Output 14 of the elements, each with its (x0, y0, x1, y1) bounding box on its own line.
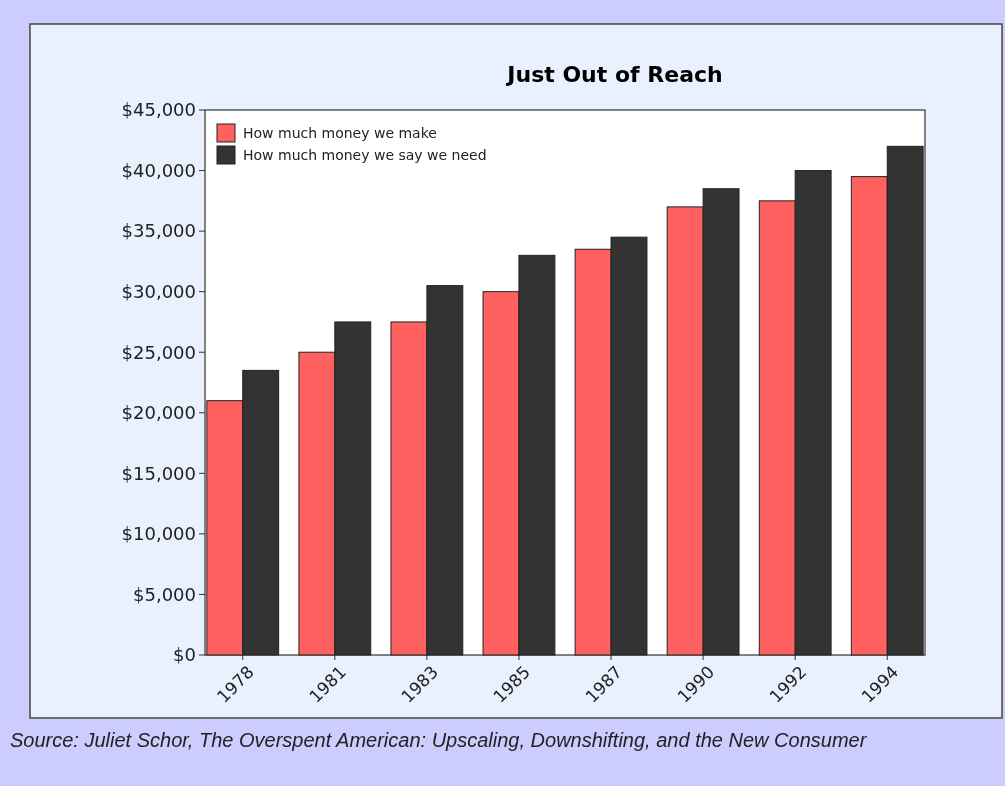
chart-title: Just Out of Reach (505, 62, 723, 87)
y-tick-label: $30,000 (121, 280, 196, 302)
source-note: Source: Juliet Schor, The Overspent American: Upscaling, Downshifting, and the New Consumer (10, 728, 868, 753)
y-tick-label: $35,000 (121, 220, 196, 242)
y-tick-label: $40,000 (121, 159, 196, 181)
y-tick-label: $10,000 (121, 523, 196, 545)
y-tick-label: $45,000 (121, 99, 196, 121)
y-tick-label: $15,000 (121, 462, 196, 484)
legend-label: How much money we make (243, 124, 437, 141)
legend-label: How much money we say we need (243, 146, 487, 163)
y-tick-label: $5,000 (133, 583, 196, 605)
y-tick-label: $25,000 (121, 341, 196, 363)
y-tick-label: $20,000 (121, 402, 196, 424)
y-tick-label: $0 (173, 644, 196, 666)
